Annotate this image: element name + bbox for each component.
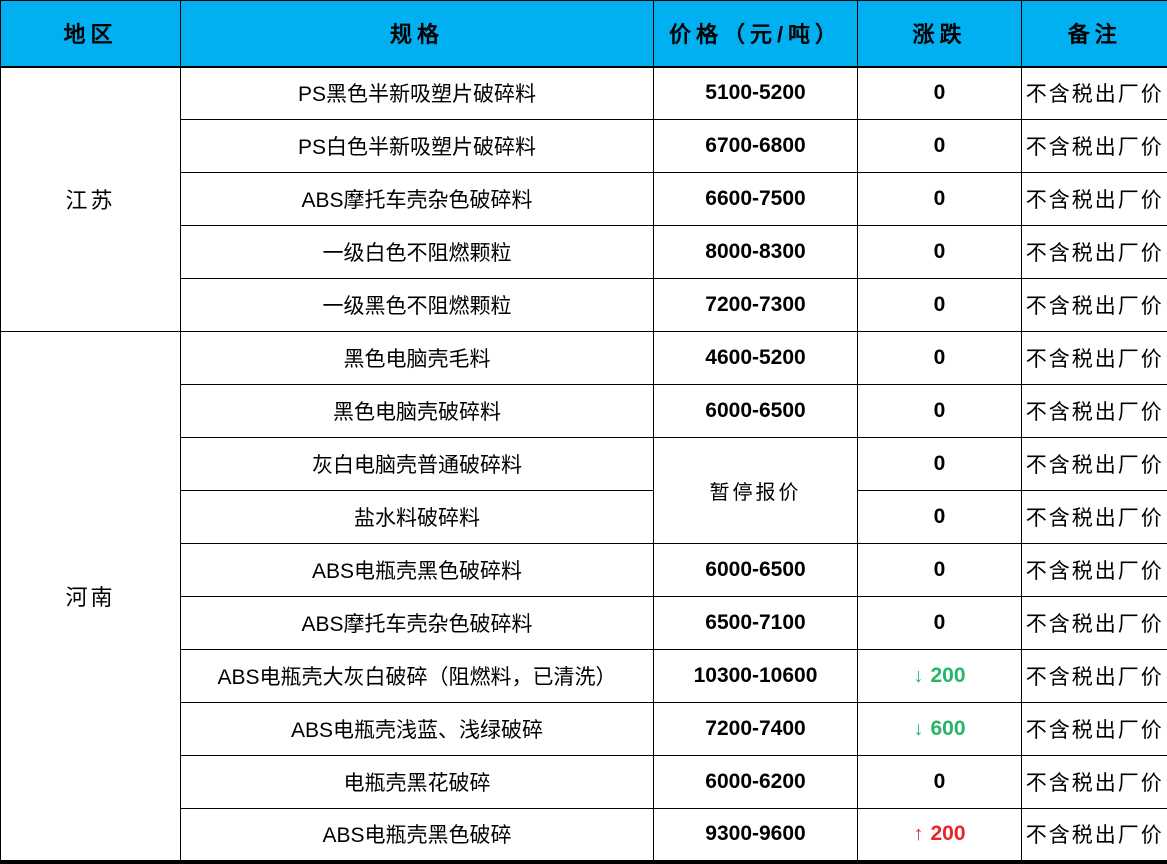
spec-cell: ABS电瓶壳黑色破碎料 <box>180 543 654 597</box>
table-row: ABS电瓶壳黑色破碎料 6000-6500 0 不含税出厂价 <box>1 543 1167 597</box>
price-cell: 10300-10600 <box>653 649 858 703</box>
header-region: 地区 <box>0 0 181 68</box>
price-cell: 6500-7100 <box>653 596 858 650</box>
price-cell: 9300-9600 <box>653 808 858 862</box>
header-price: 价格（元/吨） <box>653 0 858 68</box>
table-row: 河南 黑色电脑壳毛料 4600-5200 0 不含税出厂价 <box>0 331 1167 862</box>
up-arrow-icon: ↑ <box>913 823 924 846</box>
price-cell: 8000-8300 <box>653 225 858 279</box>
change-cell: 0 <box>857 119 1022 173</box>
down-arrow-icon: ↓ <box>913 665 924 687</box>
table-row: 江苏 PS黑色半新吸塑片破碎料 5100-5200 0 不含税出厂价 <box>0 66 1167 332</box>
spec-cell: ABS摩托车壳杂色破碎料 <box>180 172 654 226</box>
note-cell: 不含税出厂价 <box>1021 331 1167 385</box>
spec-cell: 黑色电脑壳毛料 <box>180 331 654 385</box>
spec-cell: 灰白电脑壳普通破碎料 <box>180 437 654 491</box>
table-header: 地区 规格 价格（元/吨） 涨跌 备注 <box>0 0 1167 68</box>
spec-cell: ABS电瓶壳黑色破碎 <box>180 808 654 862</box>
spec-cell: 盐水料破碎料 <box>180 490 654 544</box>
change-cell: 0 <box>857 278 1022 332</box>
price-cell: 5100-5200 <box>653 66 858 120</box>
spec-cell: ABS电瓶壳大灰白破碎（阻燃料，已清洗） <box>180 649 654 703</box>
price-cell: 6000-6200 <box>653 755 858 809</box>
note-cell: 不含税出厂价 <box>1021 225 1167 279</box>
change-cell: 0 <box>857 490 1022 544</box>
note-cell: 不含税出厂价 <box>1021 596 1167 650</box>
table-row: PS白色半新吸塑片破碎料 6700-6800 0 不含税出厂价 <box>1 119 1167 173</box>
spec-cell: ABS摩托车壳杂色破碎料 <box>180 596 654 650</box>
spec-cell: 一级白色不阻燃颗粒 <box>180 225 654 279</box>
note-cell: 不含税出厂价 <box>1021 278 1167 332</box>
price-cell: 7200-7400 <box>653 702 858 756</box>
note-cell: 不含税出厂价 <box>1021 66 1167 120</box>
change-value: 200 <box>930 822 966 846</box>
change-cell: 0 <box>857 437 1022 491</box>
change-cell: 0 <box>857 596 1022 650</box>
note-cell: 不含税出厂价 <box>1021 543 1167 597</box>
note-cell: 不含税出厂价 <box>1021 808 1167 862</box>
change-cell: ↑ 200 <box>857 808 1022 862</box>
note-cell: 不含税出厂价 <box>1021 172 1167 226</box>
spec-cell: 黑色电脑壳破碎料 <box>180 384 654 438</box>
price-cell: 6600-7500 <box>653 172 858 226</box>
change-value: 200 <box>930 664 966 687</box>
header-row: 地区 规格 价格（元/吨） 涨跌 备注 <box>0 0 1167 68</box>
spec-cell: 电瓶壳黑花破碎 <box>180 755 654 809</box>
region-name: 江苏 <box>0 66 181 332</box>
table-row: ABS电瓶壳黑色破碎 9300-9600 ↑ 200 不含税出厂价 <box>1 808 1167 862</box>
spec-cell: PS白色半新吸塑片破碎料 <box>180 119 654 173</box>
price-cell: 4600-5200 <box>653 331 858 385</box>
header-change: 涨跌 <box>857 0 1022 68</box>
spec-cell: 一级黑色不阻燃颗粒 <box>180 278 654 332</box>
note-cell: 不含税出厂价 <box>1021 437 1167 491</box>
table-row: ABS电瓶壳大灰白破碎（阻燃料，已清洗） 10300-10600 ↓ 200 不含税出厂… <box>1 649 1167 703</box>
spec-cell: ABS电瓶壳浅蓝、浅绿破碎 <box>180 702 654 756</box>
table-row: 黑色电脑壳破碎料 6000-6500 0 不含税出厂价 <box>1 384 1167 438</box>
note-cell: 不含税出厂价 <box>1021 649 1167 703</box>
change-cell: 0 <box>857 225 1022 279</box>
table-row: ABS摩托车壳杂色破碎料 6500-7100 0 不含税出厂价 <box>1 596 1167 650</box>
change-cell: 0 <box>857 331 1022 385</box>
spec-cell: PS黑色半新吸塑片破碎料 <box>180 66 654 120</box>
change-cell: ↓ 200 <box>857 649 1022 703</box>
price-cell: 7200-7300 <box>653 278 858 332</box>
note-cell: 不含税出厂价 <box>1021 702 1167 756</box>
change-cell: 0 <box>857 543 1022 597</box>
price-cell: 6000-6500 <box>653 543 858 597</box>
header-note: 备注 <box>1021 0 1167 68</box>
table-body: 江苏 PS黑色半新吸塑片破碎料 5100-5200 0 不含税出厂价 PS白色半新吸塑片破… <box>0 66 1167 862</box>
table-row: 一级黑色不阻燃颗粒 7200-7300 0 不含税出厂价 <box>1 278 1167 332</box>
change-cell: 0 <box>857 384 1022 438</box>
region-name: 河南 <box>0 331 181 862</box>
note-cell: 不含税出厂价 <box>1021 755 1167 809</box>
note-cell: 不含税出厂价 <box>1021 490 1167 544</box>
price-cell: 6000-6500 <box>653 384 858 438</box>
down-arrow-icon: ↓ <box>913 718 924 740</box>
change-cell: 0 <box>857 755 1022 809</box>
note-cell: 不含税出厂价 <box>1021 384 1167 438</box>
change-cell: 0 <box>857 66 1022 120</box>
change-value: 600 <box>930 717 966 740</box>
header-spec: 规格 <box>180 0 654 68</box>
change-cell: 0 <box>857 172 1022 226</box>
change-cell: ↓ 600 <box>857 702 1022 756</box>
price-cell: 暂停报价 <box>653 437 858 544</box>
table-row: 盐水料破碎料 0 不含税出厂价 <box>1 490 1167 544</box>
note-cell: 不含税出厂价 <box>1021 119 1167 173</box>
table-row: 电瓶壳黑花破碎 6000-6200 0 不含税出厂价 <box>1 755 1167 809</box>
price-cell: 6700-6800 <box>653 119 858 173</box>
